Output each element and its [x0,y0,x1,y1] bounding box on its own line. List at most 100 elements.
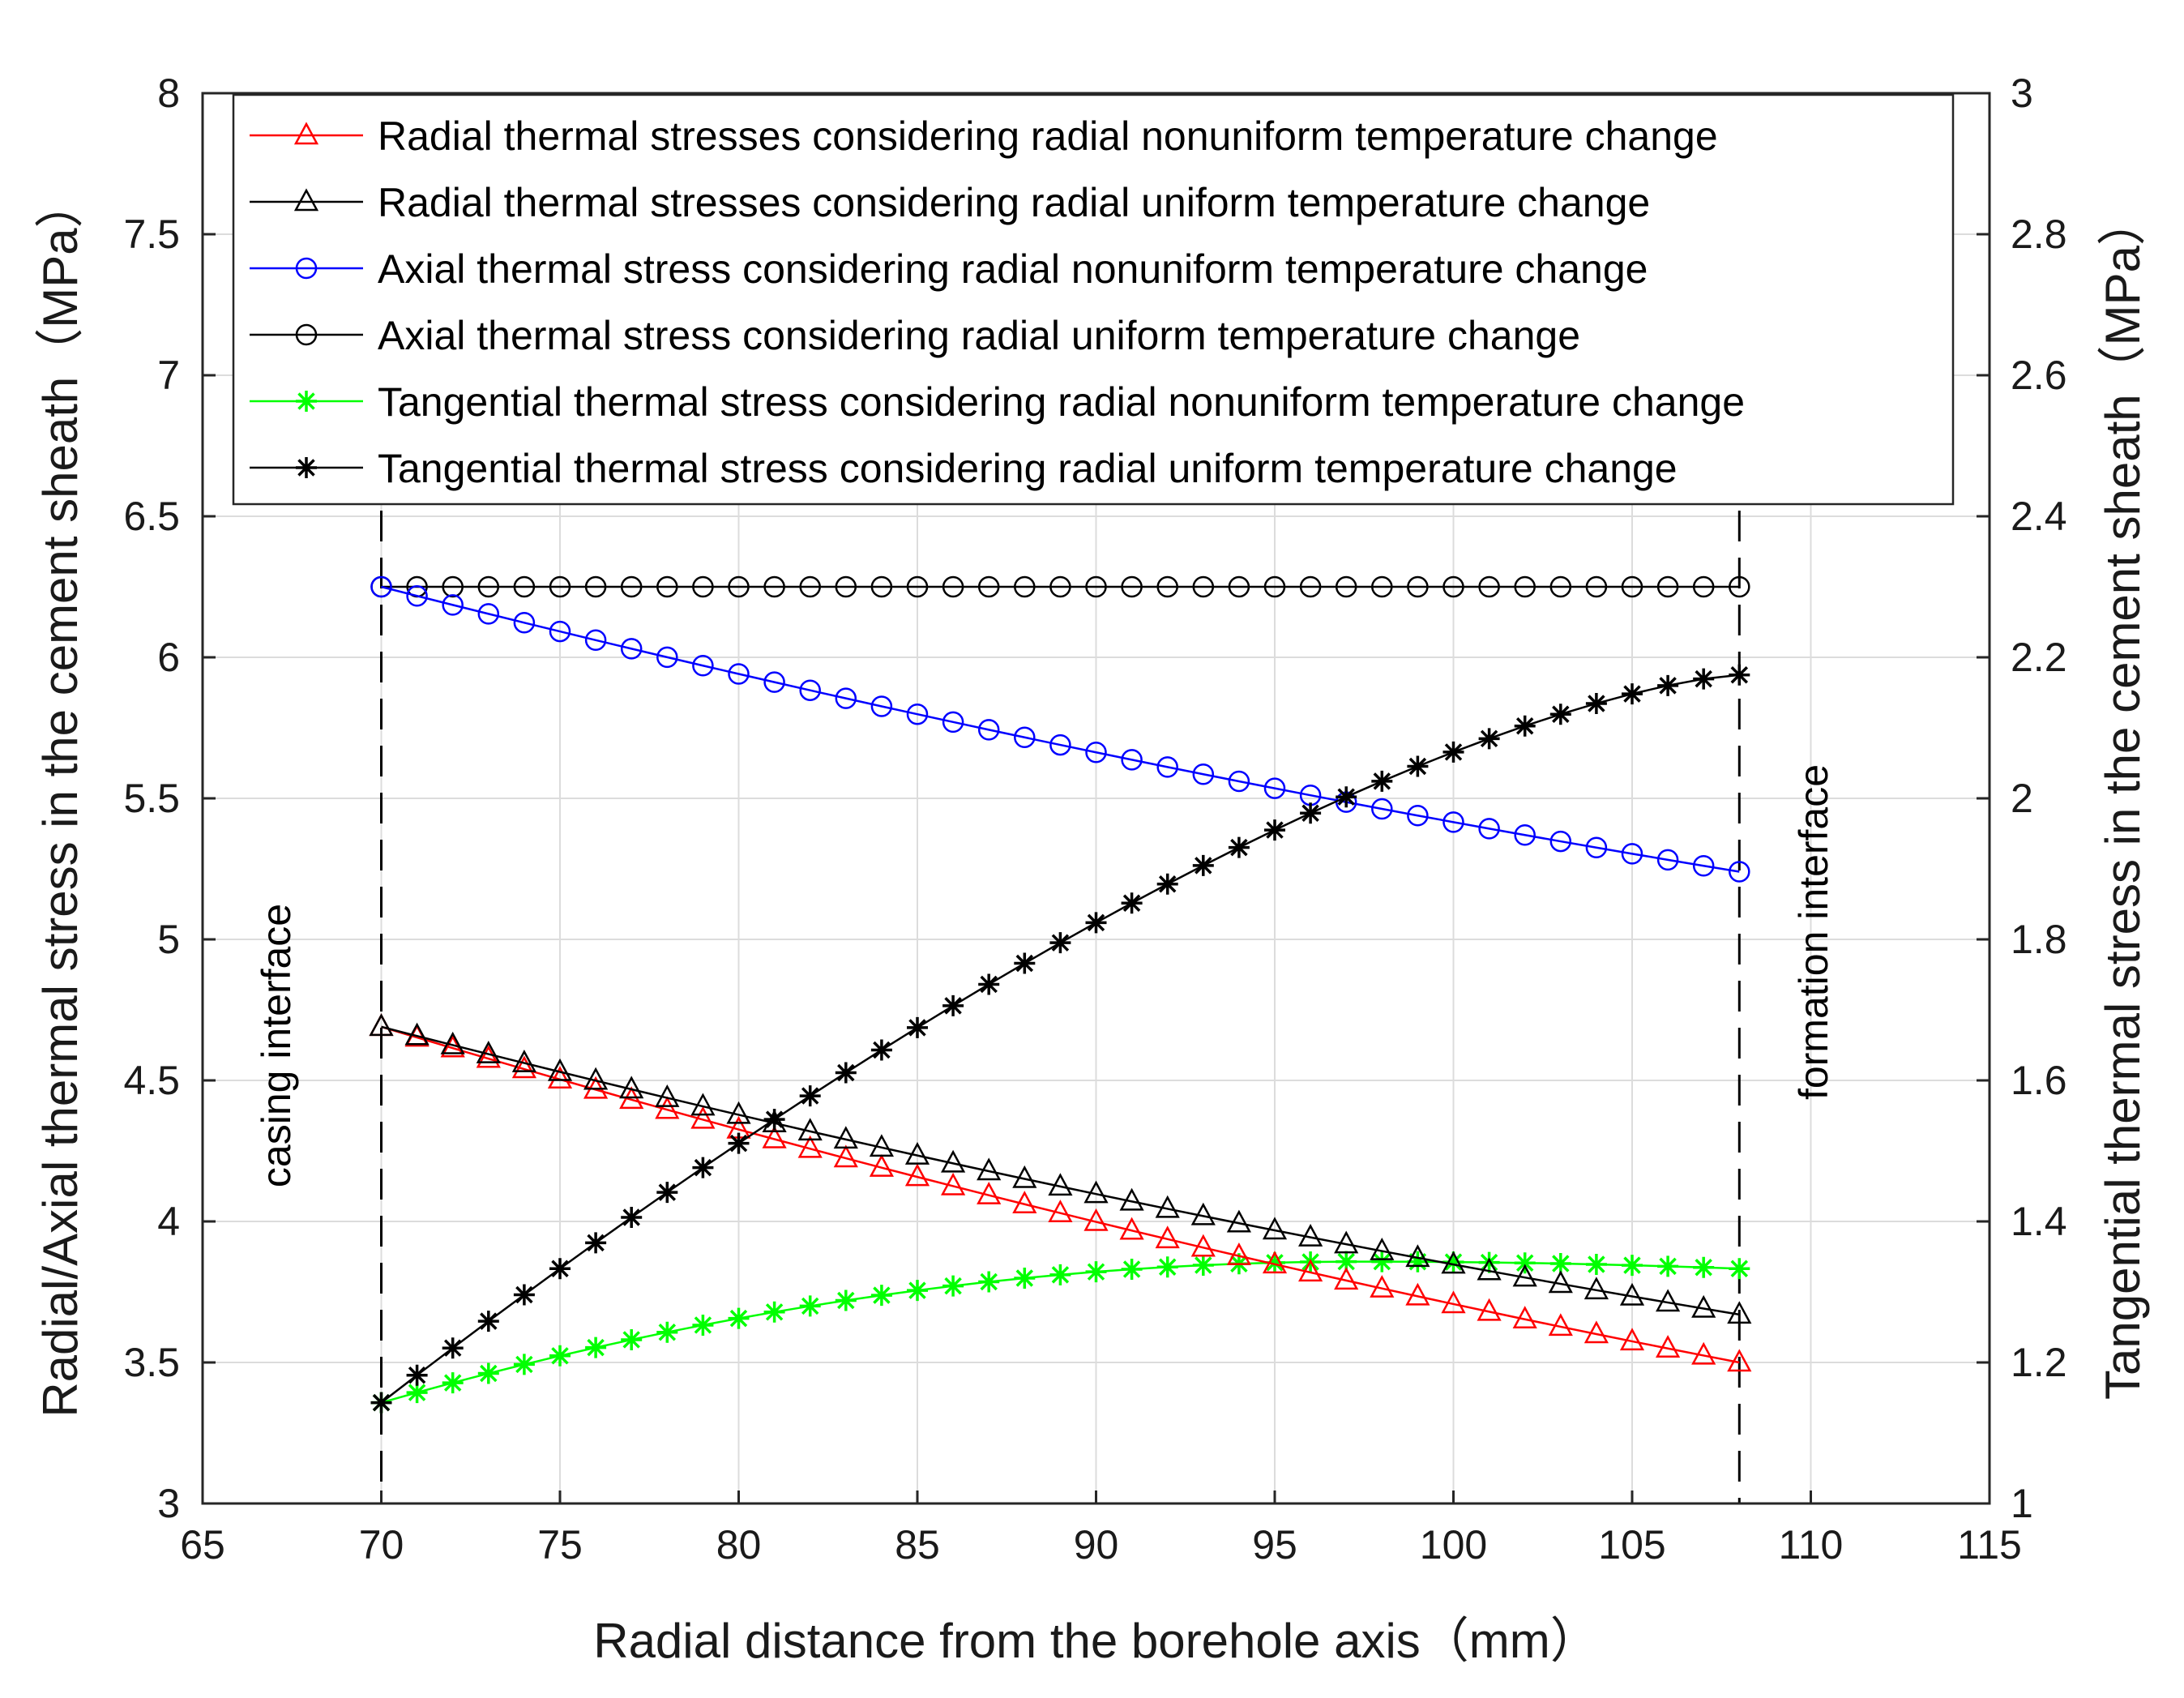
series-5-point [1657,1255,1679,1277]
series-3-line [381,585,1740,873]
series-5-point [406,1382,428,1404]
series-6-point [1085,912,1107,934]
legend-items: Radial thermal stresses considering radi… [250,113,1745,491]
series-1-point [1512,1306,1537,1328]
series-3-point [1192,763,1215,785]
y-right-tick-label: 2.2 [2011,635,2067,680]
series-5-point [656,1321,678,1343]
series-4-point [1407,575,1429,598]
series-2-point [1691,1294,1716,1318]
series-5-point [1407,1251,1429,1272]
series-5-point [763,1301,785,1323]
series-2-point [1656,1289,1681,1312]
legend-swatch-marker [296,391,317,412]
legend-swatch-marker [293,122,319,145]
tick-labels: 65 70 75 80 85 90 95 100 105 110 115 3 3.5 4 4.5 5 5.5 6 6… [123,71,2066,1568]
series-2-point [547,1058,573,1081]
series-6-point [1514,715,1536,737]
y-right-tick-label: 1.2 [2011,1340,2067,1385]
series-2-point [369,1013,394,1037]
legend-box [232,93,1955,506]
legend-item-1: Radial thermal stresses considering radi… [250,113,1718,159]
series-2-point [904,1142,930,1165]
series-2-point [655,1084,680,1107]
series-2-point [1298,1223,1323,1247]
y-right-tick-label: 1.4 [2011,1199,2067,1244]
series-4-point [620,575,643,598]
series-3-point [1585,836,1608,859]
x-tick-label: 80 [716,1522,762,1568]
series-2-point [1119,1187,1144,1211]
series-3-point [1014,726,1036,749]
series-6-point [406,1364,428,1386]
series-3-point [477,603,500,625]
series-3-point [906,703,929,725]
series-5-point [621,1328,643,1350]
series-5-point [1085,1261,1107,1283]
series-2-point [1262,1217,1288,1240]
series-1-point [1155,1225,1180,1249]
series-1-point [476,1045,501,1068]
series-1-point [1619,1328,1645,1351]
series-2-point [1226,1209,1251,1233]
series-1-point [1405,1282,1430,1306]
series-4-point [1228,575,1250,598]
series-3-point [584,629,607,652]
series-4-point [1442,575,1464,598]
series-4-point [1585,575,1608,598]
series-2-point [1190,1202,1216,1225]
series-4-point [942,575,964,598]
x-tick-label: 110 [1779,1522,1844,1568]
series-4 [370,575,1750,598]
series-4-point [835,575,857,598]
series-1-point [1083,1208,1109,1231]
series-5-point [978,1271,1000,1293]
series-2-point [1584,1277,1609,1300]
series-1-point [797,1135,823,1158]
series-3-point [1692,854,1715,877]
series-3-point [942,711,964,734]
series-6 [370,664,1750,1414]
series-6-point [728,1132,750,1154]
series-2-point [762,1110,787,1132]
series-6-point [1049,932,1071,954]
series-3-point [1407,804,1429,827]
series-4-point [513,575,536,598]
y-right-tick-label: 1.6 [2011,1058,2067,1103]
series-5-point [1693,1256,1715,1278]
series-6-point [1300,802,1322,824]
series-1-point [1262,1251,1288,1274]
series-5-point [907,1280,928,1302]
series-4-point [1371,575,1393,598]
series-5-point [1014,1267,1036,1289]
casing-interface-label: casing interface [254,904,299,1187]
series-2-point [440,1031,465,1054]
series-4-point [656,575,678,598]
series-2-point [1477,1257,1502,1281]
series-3-point [1085,742,1107,763]
series-3-point [977,719,1000,741]
series-6-point [1407,755,1429,777]
series-1-point [869,1154,894,1177]
y-left-tick-label: 5 [157,917,180,962]
series-1-point [511,1055,536,1079]
series-3-point [620,638,643,660]
series-3-point [1621,843,1643,865]
series-3-point [513,612,536,634]
series-5-point [1156,1256,1178,1278]
series-1-point [1048,1200,1073,1222]
series-2-point [1619,1282,1645,1306]
series-6-point [1336,786,1357,808]
series-1-point [655,1096,680,1119]
y-left-tick-label: 6 [157,635,180,680]
series-6-point [1228,836,1250,858]
legend-item-2: Radial thermal stresses considering radi… [250,180,1650,225]
series-6-point [513,1284,535,1306]
series-4-point [977,575,1000,598]
x-axis-title: Radial distance from the borehole axis（m… [593,1614,1599,1668]
series-3-point [728,663,750,685]
legend-label: Tangential thermal stress considering ra… [378,379,1745,425]
y-left-tick-label: 4.5 [123,1058,180,1103]
series-6-point [585,1232,607,1254]
y-left-tick-label: 7.5 [123,212,180,257]
